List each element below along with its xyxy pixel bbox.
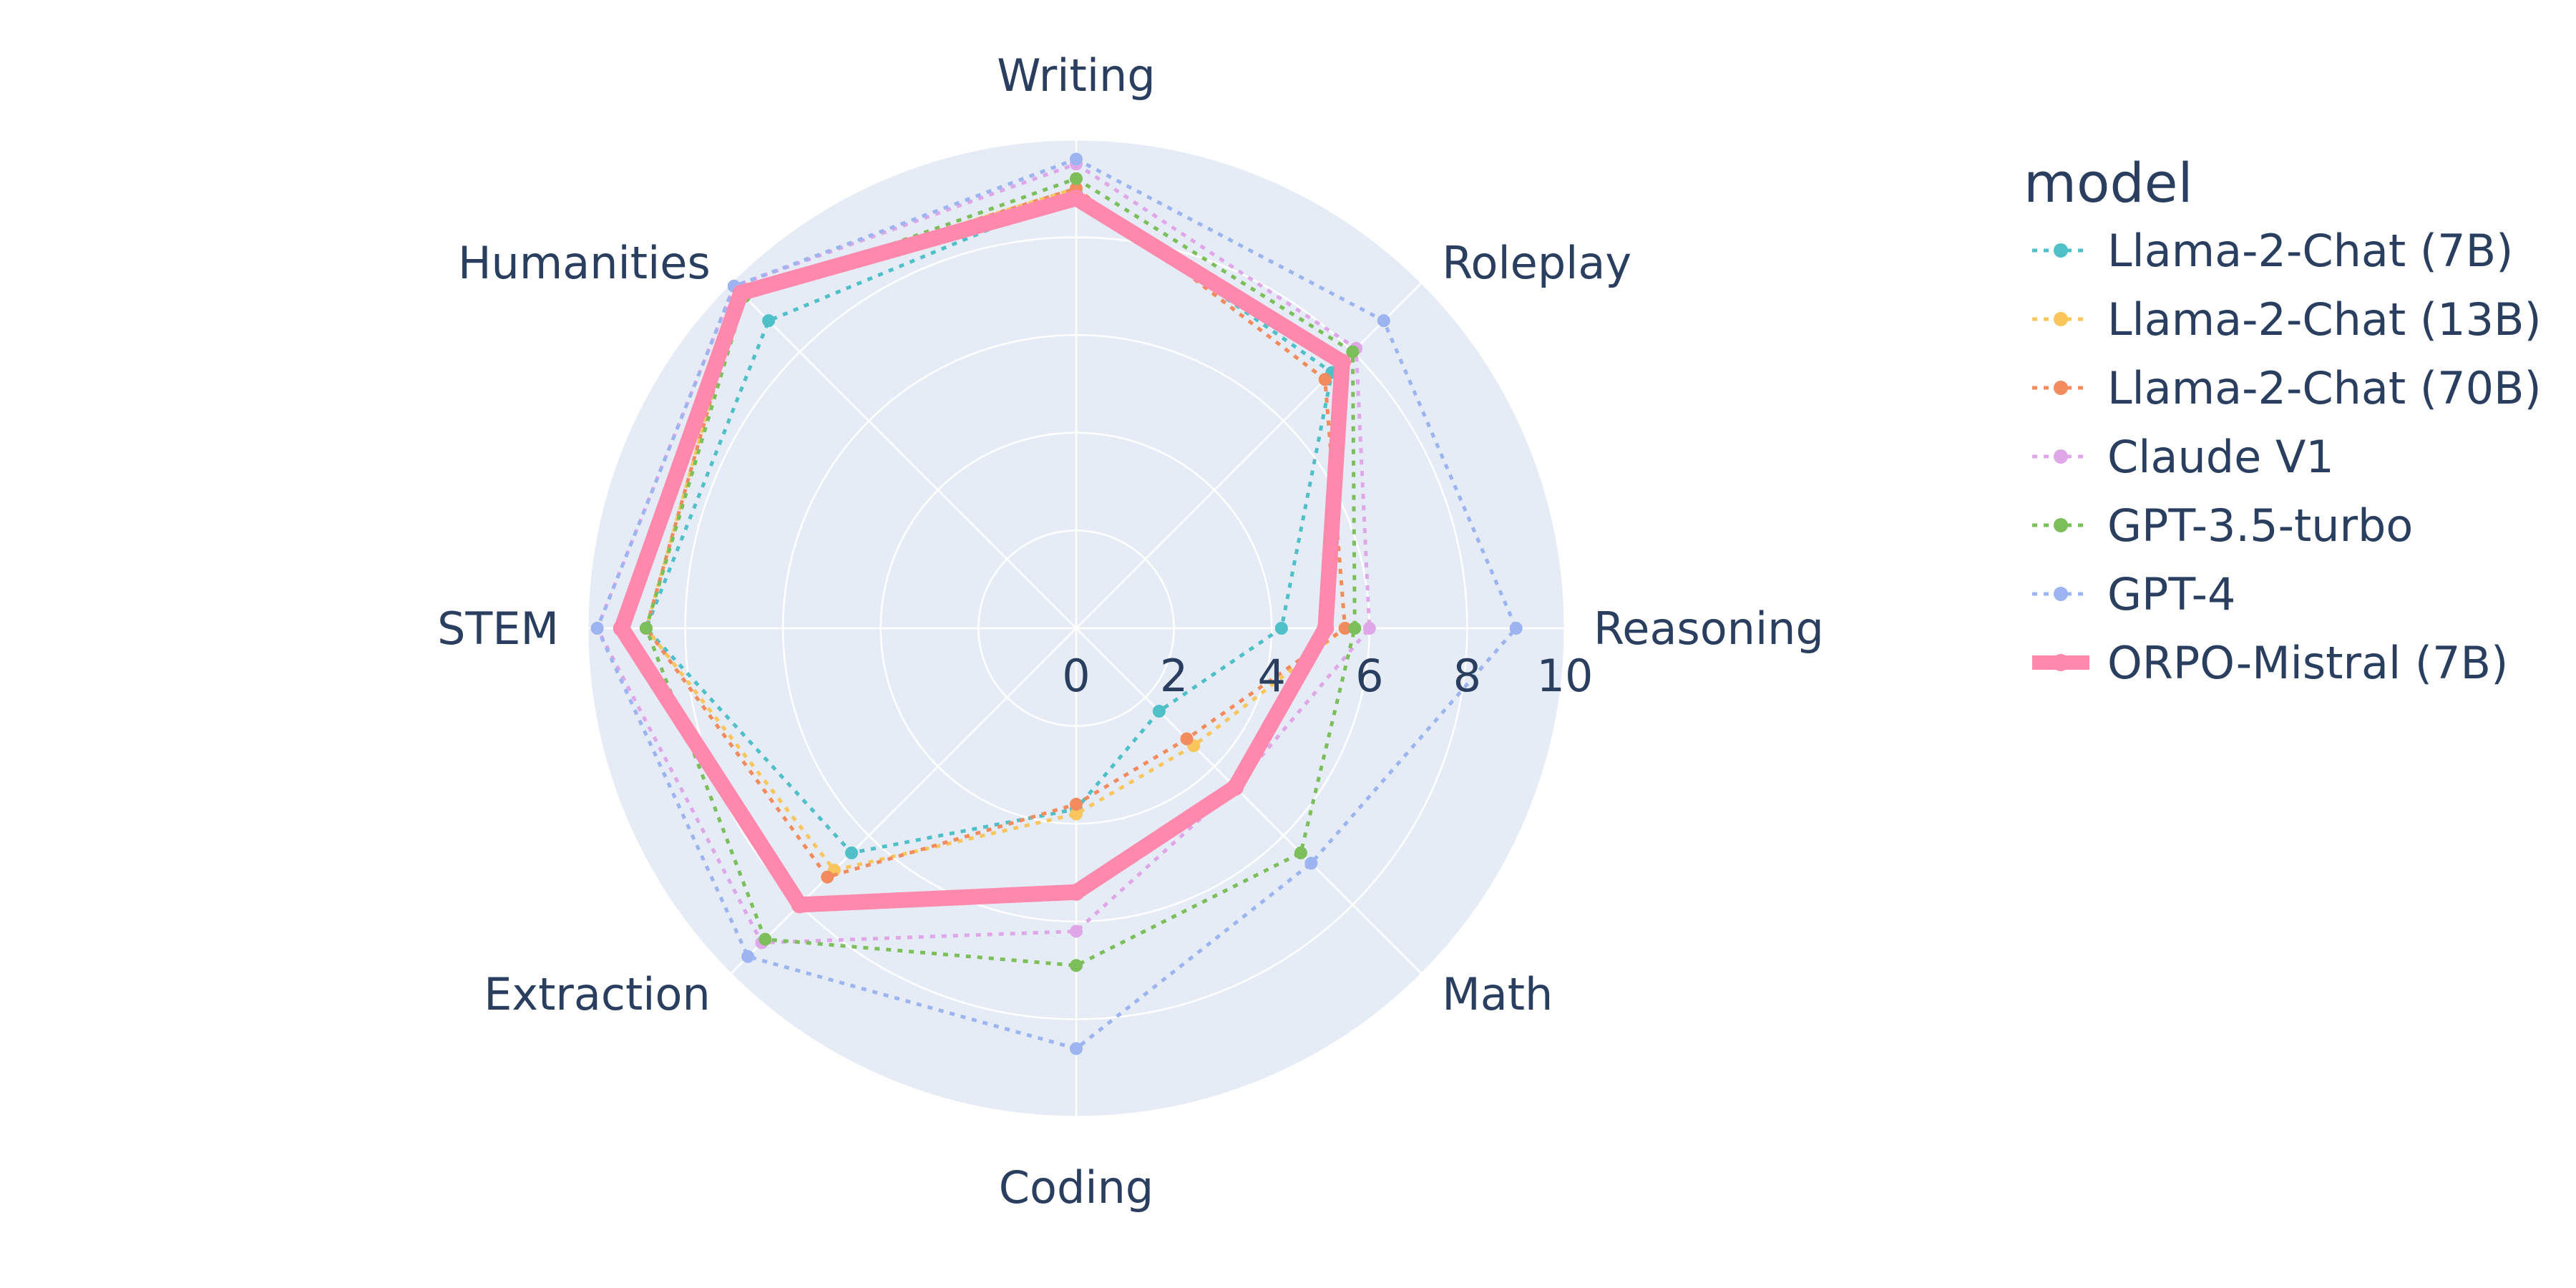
radial-tick-label: 10 — [1537, 650, 1594, 702]
data-point — [1317, 620, 1335, 637]
axis-label-roleplay: Roleplay — [1442, 237, 1631, 289]
data-point — [1226, 779, 1244, 796]
legend-label: Llama-2-Chat (7B) — [2107, 225, 2513, 277]
data-point — [1070, 152, 1083, 166]
series-4 — [639, 172, 1362, 972]
legend-marker — [2054, 312, 2068, 326]
legend-item[interactable]: Llama-2-Chat (13B) — [2032, 293, 2542, 346]
legend-item[interactable]: GPT-4 — [2032, 568, 2235, 620]
legend-marker — [2054, 381, 2068, 395]
data-point — [590, 622, 604, 635]
data-point — [1068, 189, 1085, 207]
data-point — [1318, 373, 1332, 386]
data-point — [1070, 924, 1083, 938]
series-6 — [613, 189, 1351, 914]
radial-tick-label: 0 — [1062, 650, 1090, 702]
data-point — [1070, 172, 1083, 185]
legend-marker — [2054, 518, 2068, 532]
grid-spoke — [730, 628, 1077, 975]
radial-tick-label: 8 — [1453, 650, 1481, 702]
axis-label-coding: Coding — [999, 1161, 1153, 1214]
data-point — [613, 620, 630, 637]
radial-tick-label: 4 — [1257, 650, 1285, 702]
legend: model Llama-2-Chat (7B) Llama-2-Chat (13B)… — [2024, 151, 2542, 689]
legend-label: GPT-4 — [2107, 568, 2235, 620]
legend-label: Claude V1 — [2107, 431, 2334, 483]
data-point — [1070, 1042, 1083, 1055]
data-point — [791, 896, 809, 914]
data-point — [845, 846, 859, 859]
legend-label: Llama-2-Chat (13B) — [2107, 293, 2542, 346]
polar-grid — [586, 138, 1566, 1118]
series-layer — [590, 152, 1523, 1055]
radial-tick-label: 2 — [1160, 650, 1188, 702]
series-line — [595, 157, 1518, 1050]
legend-marker — [2052, 654, 2069, 671]
data-point — [1152, 704, 1166, 718]
series-5 — [590, 152, 1523, 1055]
data-point — [1070, 959, 1083, 972]
data-point — [1070, 807, 1083, 821]
data-point — [1294, 846, 1307, 859]
radial-tick-label: 6 — [1355, 650, 1383, 702]
legend-item[interactable]: ORPO-Mistral (7B) — [2032, 637, 2508, 689]
legend-marker — [2054, 449, 2068, 464]
series-line — [595, 162, 1372, 945]
legend-marker — [2054, 587, 2068, 601]
legend-item[interactable]: Llama-2-Chat (70B) — [2032, 362, 2542, 414]
legend-item[interactable]: Llama-2-Chat (7B) — [2032, 225, 2513, 277]
data-point — [1068, 883, 1085, 901]
legend-label: ORPO-Mistral (7B) — [2107, 637, 2508, 689]
data-point — [1362, 622, 1376, 635]
axis-label-writing: Writing — [997, 49, 1155, 102]
grid-spoke — [730, 282, 1077, 629]
data-point — [758, 932, 772, 946]
data-point — [1333, 353, 1351, 371]
series-line — [644, 177, 1357, 967]
data-point — [1304, 857, 1318, 870]
data-point — [762, 314, 776, 328]
legend-item[interactable]: GPT-3.5-turbo — [2032, 499, 2413, 552]
legend-label: Llama-2-Chat (70B) — [2107, 362, 2542, 414]
axis-label-humanities: Humanities — [458, 237, 711, 289]
axis-label-math: Math — [1442, 968, 1553, 1020]
legend-label: GPT-3.5-turbo — [2107, 499, 2413, 552]
legend-title: model — [2024, 151, 2193, 215]
data-point — [821, 870, 834, 884]
data-point — [1180, 732, 1194, 746]
data-point — [1346, 345, 1360, 358]
data-point — [1348, 622, 1362, 635]
data-point — [1509, 622, 1523, 635]
legend-marker — [2054, 243, 2068, 258]
grid-spoke — [1075, 628, 1423, 975]
axis-labels: 0 2 4 6 8 10 Writing Roleplay Reasoning Math Codin… — [437, 49, 1824, 1214]
data-point — [639, 622, 653, 635]
axis-label-extraction: Extraction — [484, 968, 711, 1020]
data-point — [732, 284, 750, 302]
data-point — [741, 950, 755, 963]
axis-label-reasoning: Reasoning — [1594, 602, 1824, 655]
data-point — [1338, 622, 1352, 635]
data-point — [1377, 314, 1390, 328]
grid-spoke — [1075, 282, 1423, 629]
data-point — [1070, 797, 1083, 811]
axis-label-stem: STEM — [437, 602, 559, 655]
data-point — [1274, 622, 1288, 635]
legend-item[interactable]: Claude V1 — [2032, 431, 2334, 483]
